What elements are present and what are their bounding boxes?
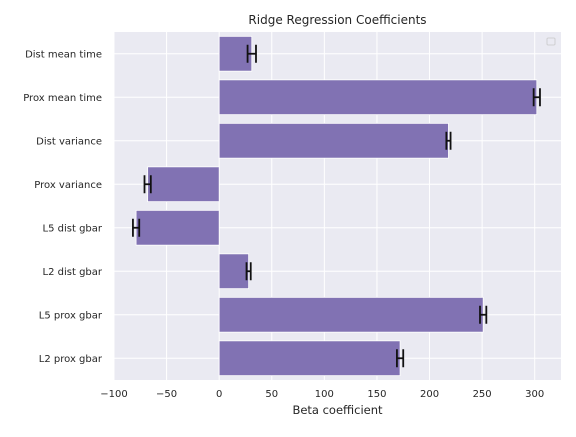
y-tick-label: L5 prox gbar [39, 310, 103, 321]
bar [218, 122, 449, 159]
y-tick-labels: Dist mean time Prox mean time Dist varianc… [23, 49, 103, 365]
y-tick-label: Prox mean time [23, 93, 102, 104]
chart-title: Ridge Regression Coefficients [248, 13, 426, 27]
bar [218, 253, 250, 290]
error-bars-group [132, 44, 541, 368]
bar [218, 296, 484, 333]
y-tick-label: L5 dist gbar [43, 223, 103, 234]
bar [135, 209, 220, 246]
x-tick-labels: −100 −50 0 50 100 150 200 250 300 [100, 389, 544, 400]
bar [218, 340, 401, 377]
x-tick-label: 300 [525, 389, 544, 400]
x-tick-label: 250 [473, 389, 492, 400]
x-tick-label: 50 [265, 389, 278, 400]
bars-group [135, 35, 538, 377]
x-axis-label: Beta coefficient [292, 403, 383, 417]
x-tick-label: 200 [420, 389, 439, 400]
legend-box [546, 37, 556, 46]
x-tick-label: −50 [156, 389, 177, 400]
bar [218, 79, 538, 116]
bar [147, 166, 220, 203]
y-tick-label: Dist variance [36, 136, 102, 147]
x-tick-label: 150 [367, 389, 386, 400]
y-tick-label: Dist mean time [25, 49, 102, 60]
y-tick-label: L2 prox gbar [39, 354, 103, 365]
x-tick-label: −100 [100, 389, 127, 400]
y-tick-label: L2 dist gbar [43, 267, 103, 278]
x-tick-label: 0 [216, 389, 222, 400]
x-tick-label: 100 [315, 389, 334, 400]
bar [218, 35, 253, 72]
y-tick-label: Prox variance [34, 180, 102, 191]
